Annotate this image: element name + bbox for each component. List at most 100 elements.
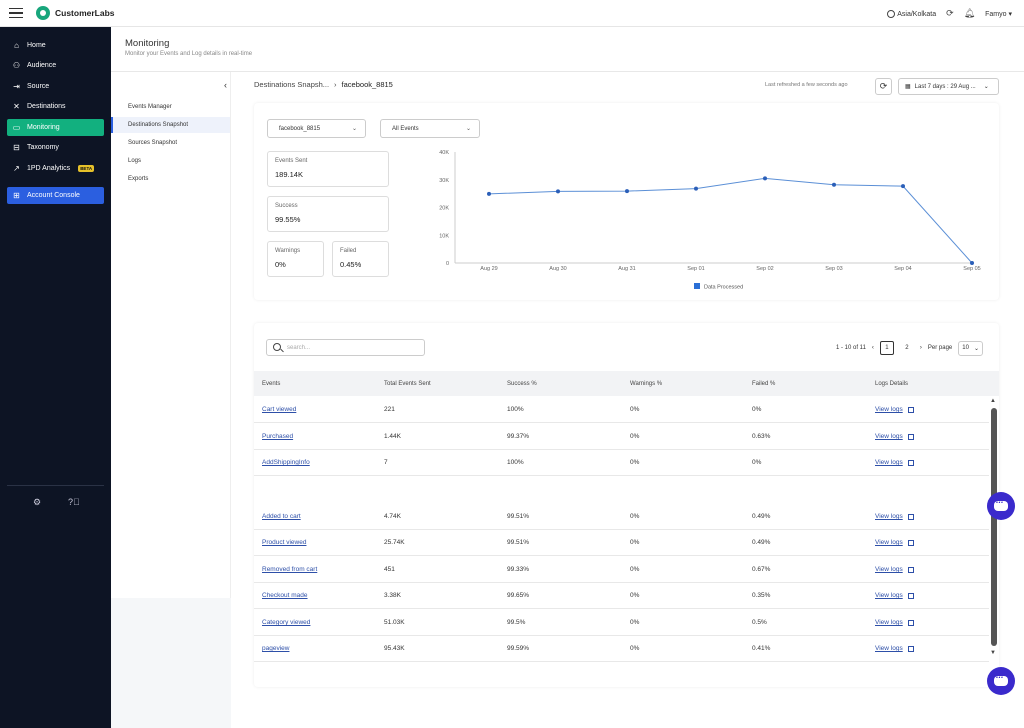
submenu-item-destinations-snapshot[interactable]: Destinations Snapshot <box>111 117 230 133</box>
sidebar-item-monitoring[interactable]: ▭ Monitoring <box>7 119 104 136</box>
sidebar-item-1pd-analytics[interactable]: ↗ 1PD Analytics BETA <box>7 160 104 177</box>
event-name-link[interactable]: Checkout made <box>262 592 308 599</box>
chat-bubble-icon <box>994 670 1008 686</box>
event-name-link[interactable]: AddShippingInfo <box>262 459 310 466</box>
legend-label: Data Processed <box>704 285 743 291</box>
home-icon: ⌂ <box>14 41 19 50</box>
submenu-item-label: Sources Snapshot <box>128 140 178 146</box>
breadcrumb-separator-icon: › <box>334 80 337 89</box>
view-logs-link[interactable]: View logs <box>875 645 903 652</box>
data-point <box>970 261 974 265</box>
column-header: Events <box>262 380 281 387</box>
prev-page-icon[interactable]: ‹ <box>871 345 874 351</box>
search-icon <box>273 343 281 351</box>
chat-widget-button[interactable] <box>987 492 1015 520</box>
submenu-item-events-manager[interactable]: Events Manager <box>111 99 230 115</box>
table-cell: 0.63% <box>752 433 771 440</box>
bell-icon[interactable]: 🔔︎ <box>963 8 976 18</box>
table-row: Removed from cart 451 99.33% 0% 0.67% View lo… <box>254 557 989 583</box>
destination-select[interactable]: facebook_8815 ⌄ <box>267 119 366 138</box>
submenu-item-logs[interactable]: Logs <box>111 153 230 169</box>
table-row: Product viewed 25.74K 99.51% 0% 0.49% View lo… <box>254 530 989 556</box>
sync-icon[interactable]: ⟳ <box>946 8 954 18</box>
table-cell: 221 <box>384 406 395 413</box>
table-row: AddShippingInfo 7 100% 0% 0% View logs <box>254 450 989 476</box>
external-link-icon[interactable] <box>907 539 914 546</box>
caret-down-icon: ▾ <box>1008 10 1012 18</box>
event-name-link[interactable]: Product viewed <box>262 539 307 546</box>
column-header: Logs Details <box>875 380 909 387</box>
view-logs-link[interactable]: View logs <box>875 619 903 626</box>
refresh-button[interactable]: ⟳ <box>875 78 892 95</box>
user-menu[interactable]: Famyo ▾ <box>985 10 1012 18</box>
legend-swatch <box>694 283 700 289</box>
sidebar-item-home[interactable]: ⌂ Home <box>7 37 104 54</box>
table-scrollbar[interactable]: ▲ ▼ <box>990 398 998 660</box>
collapse-chevron-icon[interactable]: ‹ <box>224 80 227 90</box>
view-logs-link[interactable]: View logs <box>875 513 903 520</box>
app-logo[interactable]: CustomerLabs <box>36 6 115 20</box>
chat-widget-button[interactable] <box>987 667 1015 695</box>
x-tick-label: Aug 30 <box>549 266 566 272</box>
scrollbar-thumb[interactable] <box>991 408 997 646</box>
view-logs-cell: View logs <box>875 610 914 635</box>
timezone-selector[interactable]: Asia/Kolkata <box>887 9 936 18</box>
view-logs-link[interactable]: View logs <box>875 539 903 546</box>
external-link-icon[interactable] <box>907 592 914 599</box>
view-logs-link[interactable]: View logs <box>875 566 903 573</box>
events-filter-select[interactable]: All Events ⌄ <box>380 119 480 138</box>
page-1-button[interactable]: 1 <box>879 341 894 355</box>
next-page-icon[interactable]: › <box>919 345 922 351</box>
per-page-value: 10 <box>962 345 969 351</box>
calendar-icon: ▦ <box>905 84 911 90</box>
view-logs-link[interactable]: View logs <box>875 406 903 413</box>
table-cell: 0.67% <box>752 566 771 573</box>
table-cell: 0% <box>752 459 762 466</box>
external-link-icon[interactable] <box>907 433 914 440</box>
event-name-link[interactable]: Removed from cart <box>262 566 318 573</box>
event-name-link[interactable]: Added to cart <box>262 513 301 520</box>
external-link-icon[interactable] <box>907 619 914 626</box>
page-2-button[interactable]: 2 <box>905 345 909 351</box>
chat-bubble-icon <box>994 495 1008 511</box>
search-input[interactable]: search... <box>266 339 425 356</box>
event-name-link[interactable]: pageview <box>262 645 290 652</box>
stat-label: Success <box>275 203 298 209</box>
per-page-select[interactable]: 10 ⌄ <box>958 340 984 356</box>
view-logs-link[interactable]: View logs <box>875 459 903 466</box>
submenu-item-exports[interactable]: Exports <box>111 171 230 187</box>
scroll-up-icon[interactable]: ▲ <box>990 398 996 404</box>
data-point <box>487 191 491 196</box>
event-name-link[interactable]: Purchased <box>262 433 294 440</box>
external-link-icon[interactable] <box>907 645 914 652</box>
submenu-item-sources-snapshot[interactable]: Sources Snapshot <box>111 135 230 151</box>
help-icon[interactable]: ?⃝ <box>68 497 80 507</box>
logo-icon <box>36 6 50 20</box>
table-cell: 4.74K <box>384 513 401 520</box>
sidebar-item-label: Source <box>27 83 50 90</box>
settings-gear-icon[interactable]: ⚙ <box>33 497 42 507</box>
breadcrumb-parent[interactable]: Destinations Snapsh... <box>254 80 330 89</box>
sidebar-item-account-console[interactable]: ⊞ Account Console <box>7 187 104 204</box>
scroll-down-icon[interactable]: ▼ <box>990 650 996 656</box>
sidebar-item-audience[interactable]: ⚇ Audience <box>7 57 104 74</box>
date-range-picker[interactable]: ▦ Last 7 days : 29 Aug ... ⌄ <box>898 78 999 95</box>
external-link-icon[interactable] <box>907 406 914 413</box>
sidebar-item-destinations[interactable]: ✕ Destinations <box>7 98 104 115</box>
table-row: Purchased 1.44K 99.37% 0% 0.63% View logs <box>254 424 989 450</box>
sidebar-item-taxonomy[interactable]: ⊟ Taxonomy <box>7 139 104 156</box>
view-logs-link[interactable]: View logs <box>875 433 903 440</box>
table-cell: 451 <box>384 566 395 573</box>
hamburger-menu-icon[interactable] <box>9 7 23 19</box>
external-link-icon[interactable] <box>907 566 914 573</box>
view-logs-link[interactable]: View logs <box>875 592 903 599</box>
series-line <box>488 177 973 264</box>
submenu-item-label: Events Manager <box>128 104 172 110</box>
external-link-icon[interactable] <box>907 513 914 520</box>
event-name-link[interactable]: Cart viewed <box>262 406 297 413</box>
table-cell: 0.35% <box>752 592 771 599</box>
sidebar-item-source[interactable]: ⇥ Source <box>7 78 104 95</box>
event-name-link[interactable]: Category viewed <box>262 619 311 626</box>
external-link-icon[interactable] <box>907 459 914 466</box>
table-row: Added to cart 4.74K 99.51% 0% 0.49% View logs <box>254 504 989 530</box>
